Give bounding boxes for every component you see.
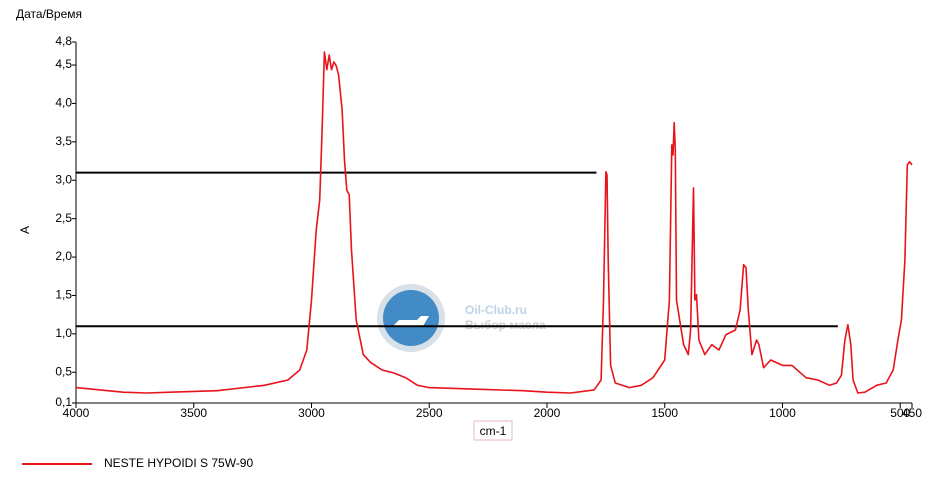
watermark-can (393, 316, 429, 326)
legend-label: NESTE HYPOIDI S 75W-90 (104, 456, 253, 470)
y-tick-label: 3,5 (55, 134, 72, 148)
y-tick-label: 2,0 (55, 249, 72, 263)
watermark-icon (383, 290, 439, 346)
y-tick-label: 0,5 (55, 364, 72, 378)
y-tick-label: 0,1 (55, 395, 72, 409)
x-tick-label: 1500 (651, 406, 678, 420)
watermark-subtitle: Выбор масла (465, 318, 546, 332)
y-tick-label: 1,0 (55, 326, 72, 340)
y-tick-label: 2,5 (55, 211, 72, 225)
x-tick-label: 3500 (180, 406, 207, 420)
y-axis-label: A (18, 226, 32, 234)
y-tick-label: 4,5 (55, 57, 72, 71)
watermark: Oil-Club.ru Выбор масла (377, 284, 546, 352)
x-tick-label: 450 (902, 406, 922, 420)
x-tick-label: 4000 (63, 406, 90, 420)
x-tick-label: 2500 (416, 406, 443, 420)
watermark-text: Oil-Club.ru (465, 303, 527, 317)
y-tick-label: 4,8 (55, 34, 72, 48)
x-tick-label: 3000 (298, 406, 325, 420)
x-label-box (473, 420, 513, 441)
top-label: Дата/Время (16, 7, 82, 21)
y-tick-label: 3,0 (55, 172, 72, 186)
x-tick-label: 2000 (534, 406, 561, 420)
x-axis-label: cm-1 (480, 424, 507, 438)
spectrum-line (75, 51, 913, 394)
x-tick-label: 1000 (769, 406, 796, 420)
x-tick-label: 500 (890, 406, 910, 420)
y-tick-label: 1,5 (55, 288, 72, 302)
y-tick-label: 4,0 (55, 96, 72, 110)
